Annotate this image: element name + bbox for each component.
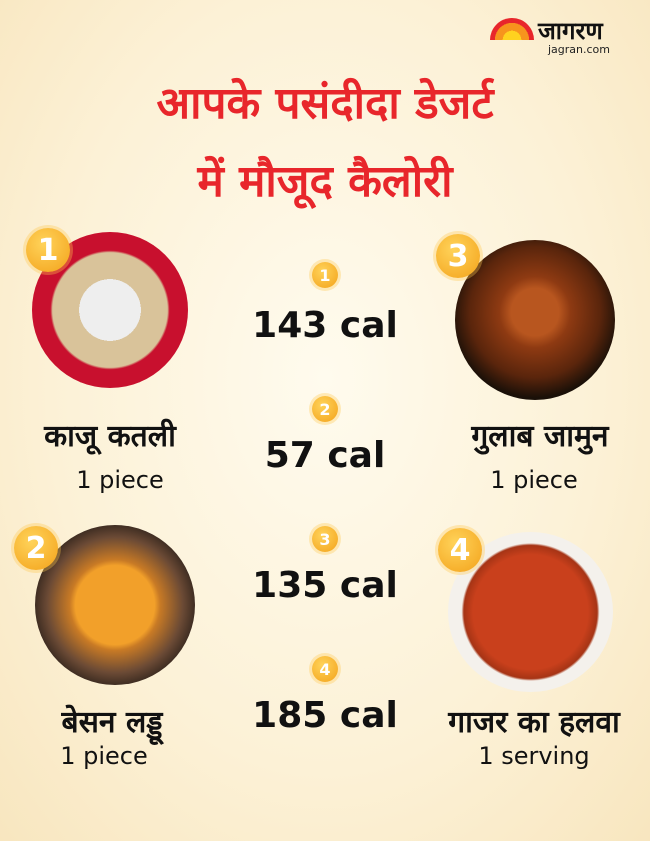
title-line-2: में मौजूद कैलोरी: [197, 156, 453, 207]
item-badge-2: 2: [14, 526, 58, 570]
calorie-badge-2: 2: [312, 396, 338, 422]
jagran-logo: जागरण jagran.com: [490, 14, 630, 62]
item-badge-3: 3: [436, 234, 480, 278]
calories-gajar-halwa: 185 cal: [252, 695, 398, 736]
calorie-badge-1: 1: [312, 262, 338, 288]
sun-logo-icon: [490, 18, 534, 40]
besan-ladoo-image: [35, 525, 195, 685]
item-badge-1: 1: [26, 228, 70, 272]
title-line-1: आपके पसंदीदा डेजर्ट: [156, 78, 494, 129]
calories-gulab-jamun: 135 cal: [252, 565, 398, 606]
item-serving-gulab-jamun: 1 piece: [490, 466, 578, 494]
calorie-badge-3: 3: [312, 526, 338, 552]
item-name-besan-ladoo: बेसन लड्डू: [61, 705, 163, 740]
calories-kaju-katli: 143 cal: [252, 305, 398, 346]
item-serving-besan-ladoo: 1 piece: [60, 742, 148, 770]
item-serving-gajar-halwa: 1 serving: [478, 742, 590, 770]
item-name-gajar-halwa: गाजर का हलवा: [448, 705, 620, 740]
calories-besan-ladoo: 57 cal: [264, 435, 386, 476]
calorie-badge-4: 4: [312, 656, 338, 682]
item-name-kaju-katli: काजू कतली: [44, 419, 176, 454]
item-serving-kaju-katli: 1 piece: [76, 466, 164, 494]
gulab-jamun-image: [455, 240, 615, 400]
item-badge-4: 4: [438, 528, 482, 572]
item-name-gulab-jamun: गुलाब जामुन: [471, 419, 609, 454]
brand-name: जागरण: [538, 17, 603, 45]
brand-site: jagran.com: [548, 43, 611, 56]
